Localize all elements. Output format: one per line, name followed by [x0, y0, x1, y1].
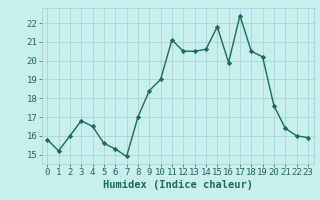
X-axis label: Humidex (Indice chaleur): Humidex (Indice chaleur) — [103, 180, 252, 190]
